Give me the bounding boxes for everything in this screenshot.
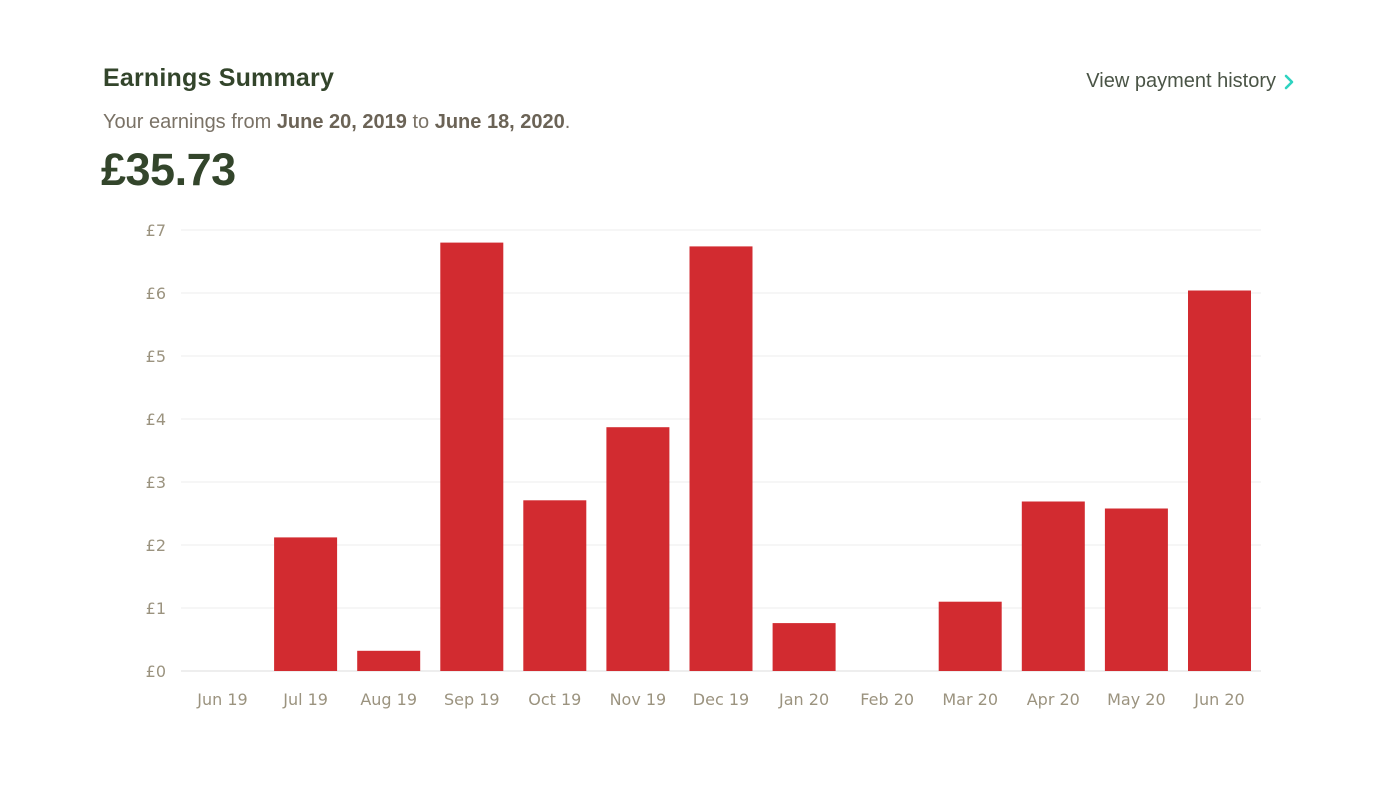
x-tick-label: Jan 20 [778, 690, 829, 709]
view-payment-history-label: View payment history [1086, 70, 1276, 92]
y-tick-label: £6 [146, 284, 166, 303]
start-date: June 20, 2019 [276, 111, 407, 133]
bar-jan-20[interactable] [772, 623, 836, 671]
bar-apr-20[interactable] [1021, 501, 1085, 672]
y-axis-ticks: £0 £1 £2 £3 £4 £5 £6 £7 [146, 221, 166, 681]
x-axis-ticks: Jun 19 Jul 19 Aug 19 Sep 19 Oct 19 Nov 19 Dec … [196, 690, 1244, 709]
y-tick-label: £1 [146, 599, 166, 618]
x-tick-label: Feb 20 [860, 690, 914, 709]
y-tick-label: £0 [146, 662, 166, 681]
x-tick-label: May 20 [1107, 690, 1166, 709]
subtitle-middle: to [406, 111, 435, 133]
bar-may-20[interactable] [1104, 508, 1168, 672]
bar-jun-20[interactable] [1188, 290, 1251, 672]
y-tick-label: £7 [146, 221, 166, 240]
x-tick-label: Sep 19 [444, 690, 500, 709]
x-tick-label: Jun 20 [1193, 690, 1244, 709]
x-tick-label: Dec 19 [693, 690, 749, 709]
end-date: June 18, 2020 [434, 111, 565, 133]
subtitle-suffix: . [564, 111, 571, 133]
x-tick-label: Aug 19 [360, 690, 417, 709]
x-tick-label: Oct 19 [528, 690, 581, 709]
chevron-right-icon [1284, 74, 1294, 90]
x-tick-label: Apr 20 [1027, 690, 1080, 709]
bar-jul-19[interactable] [274, 537, 338, 671]
earnings-date-range: Your earnings from June 20, 2019 to June… [103, 111, 570, 134]
bar-mar-20[interactable] [938, 601, 1002, 671]
bar-sep-19[interactable] [440, 242, 504, 671]
page-title: Earnings Summary [103, 64, 335, 92]
view-payment-history-link[interactable]: View payment history [1086, 70, 1294, 93]
y-tick-label: £2 [146, 536, 166, 555]
bar-aug-19[interactable] [357, 650, 421, 671]
x-tick-label: Mar 20 [942, 690, 998, 709]
subtitle-prefix: Your earnings from [103, 111, 277, 133]
x-tick-label: Jun 19 [196, 690, 247, 709]
y-tick-label: £3 [146, 473, 166, 492]
bar-oct-19[interactable] [523, 500, 587, 671]
x-tick-label: Nov 19 [610, 690, 667, 709]
bar-nov-19[interactable] [606, 427, 670, 671]
earnings-total: £35.73 [101, 144, 236, 195]
y-tick-label: £4 [146, 410, 166, 429]
bar-dec-19[interactable] [689, 246, 753, 671]
y-tick-label: £5 [146, 347, 166, 366]
x-tick-label: Jul 19 [282, 690, 328, 709]
bars [274, 242, 1251, 672]
